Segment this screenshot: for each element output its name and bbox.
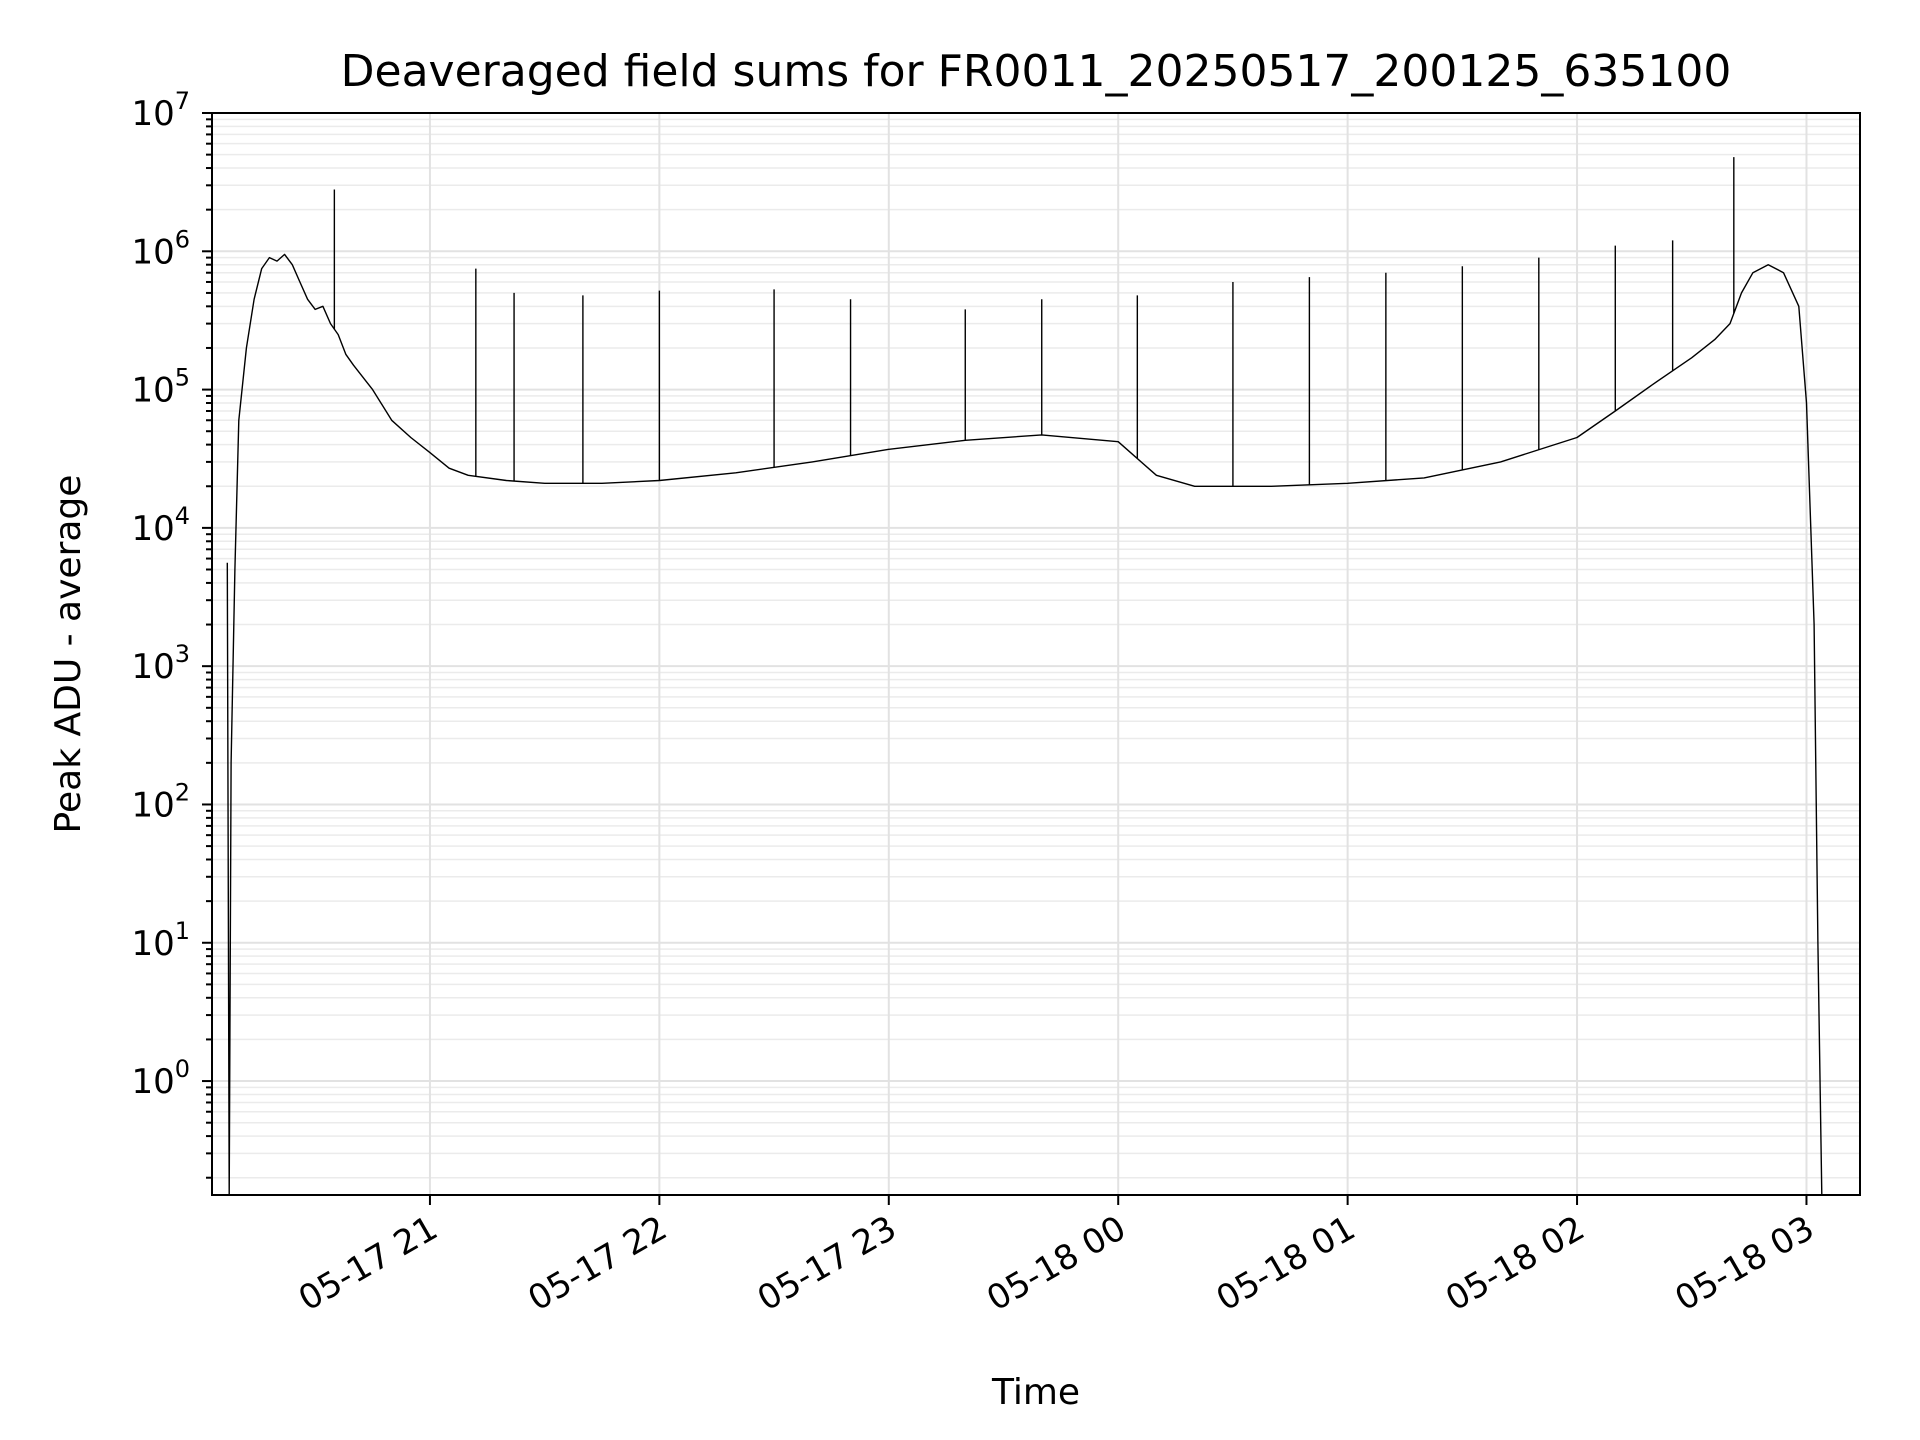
chart-title: Deaveraged field sums for FR0011_2025051…: [341, 46, 1732, 97]
grid: [212, 112, 1860, 1195]
y-tick-label: 103: [131, 640, 190, 687]
y-tick-label: 102: [131, 778, 190, 825]
series-path: [226, 253, 1823, 1196]
y-tick-label: 104: [131, 502, 190, 549]
x-tick-label: 05-17 21: [292, 1208, 444, 1319]
y-tick-label: 100: [131, 1055, 190, 1102]
y-tick-label: 105: [131, 364, 190, 411]
x-tick-label: 05-17 23: [751, 1208, 903, 1319]
x-tick-label: 05-18 00: [980, 1208, 1132, 1319]
y-axis-label: Peak ADU - average: [48, 475, 89, 834]
x-tick-label: 05-18 03: [1669, 1208, 1821, 1319]
y-tick-label: 107: [131, 87, 190, 134]
y-tick-label: 101: [131, 917, 190, 964]
y-tick-label: 106: [131, 225, 190, 272]
x-tick-label: 05-18 02: [1439, 1208, 1591, 1319]
x-tick-label: 05-18 01: [1210, 1208, 1362, 1319]
x-tick-label: 05-17 22: [521, 1208, 673, 1319]
plot-frame: [211, 112, 1861, 1196]
x-axis: 05-17 21 05-17 22 05-17 23 05-18 00 05-18 01…: [292, 1195, 1821, 1319]
x-axis-label: Time: [991, 1372, 1080, 1413]
series-line: [226, 157, 1823, 1196]
y-axis: 100 101 102 103 104 105 106 107: [131, 87, 212, 1179]
